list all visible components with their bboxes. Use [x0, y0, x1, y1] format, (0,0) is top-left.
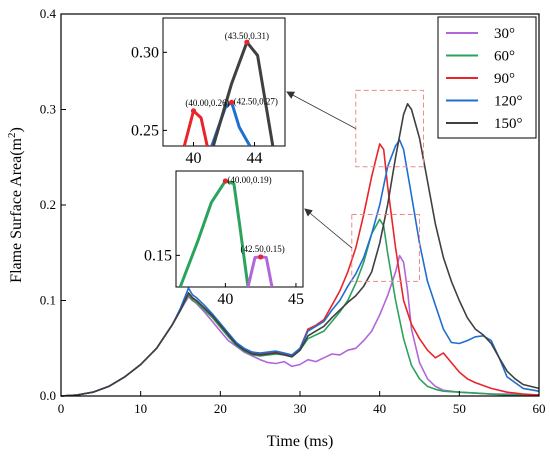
y-tick-label: 0.0 — [40, 388, 56, 403]
y-axis-title-unit-exponent: 2 — [6, 133, 18, 139]
legend-label-60: 60° — [494, 49, 515, 65]
peak-marker — [190, 108, 197, 114]
x-tick-label: 10 — [134, 401, 147, 416]
inset-x-tick-label: 40 — [217, 291, 233, 308]
x-tick-label: 50 — [453, 401, 466, 416]
inset-x-tick-label: 40 — [186, 150, 202, 167]
zoom-arrows — [286, 91, 356, 249]
zoom-arrow — [286, 91, 356, 129]
inset-top-zoom: 40 44 0.25 0.30 (43.50,0.31) (40.00,0.26) (42.… — [131, 17, 286, 167]
peak-annotation: (40.00,0.26) — [185, 98, 229, 108]
x-tick-label: 40 — [373, 401, 386, 416]
y-axis-title-close: ) — [8, 127, 25, 132]
x-tick-label: 0 — [58, 401, 65, 416]
series-line-150 — [60, 103, 540, 397]
y-axis-title: Flame Surface Area(m2) — [6, 127, 25, 283]
inset-series-line-90 — [182, 109, 209, 146]
peak-marker — [222, 178, 228, 184]
y-tick-label: 0.1 — [40, 293, 56, 308]
inset-mid-zoom: 40 45 0.15 (40.00,0.19) (42.50,0.15) — [144, 170, 304, 308]
plot-lines — [60, 103, 540, 397]
series-line-120 — [60, 139, 540, 397]
legend: 30° 60° 90° 120° 150° — [437, 16, 537, 139]
legend-label-120: 120° — [494, 94, 523, 110]
y-tick-label: 0.3 — [40, 102, 56, 117]
inset-y-tick-label: 0.30 — [131, 44, 159, 61]
x-axis-ticks: 0 10 20 30 40 50 60 — [58, 391, 546, 416]
inset-y-tick-label: 0.15 — [144, 247, 172, 264]
x-tick-label: 20 — [214, 401, 227, 416]
inset-x-tick-label: 44 — [247, 150, 263, 167]
x-tick-label: 30 — [294, 401, 307, 416]
inset-y-tick-label: 0.25 — [131, 122, 159, 139]
peak-annotation: (42.50,0.15) — [241, 244, 285, 254]
x-axis-title: Time (ms) — [267, 433, 334, 450]
peak-marker — [244, 39, 250, 45]
zoom-arrow — [304, 208, 353, 249]
y-tick-label: 0.4 — [40, 6, 57, 21]
peak-annotation: (43.50,0.31) — [225, 31, 269, 41]
y-axis-ticks: 0.0 0.1 0.2 0.3 0.4 — [40, 6, 66, 403]
peak-marker — [229, 99, 235, 105]
y-axis-title-main: Flame Surface Area(m — [8, 137, 25, 282]
y-tick-label: 0.2 — [40, 197, 56, 212]
x-tick-label: 60 — [533, 401, 546, 416]
legend-label-150: 150° — [494, 116, 523, 132]
inset-x-tick-label: 45 — [288, 291, 304, 308]
legend-label-90: 90° — [494, 71, 515, 87]
peak-marker — [258, 254, 264, 260]
inset-frame — [162, 17, 286, 147]
peak-annotation: (42.50,0.27) — [234, 96, 278, 106]
peak-annotation: (40.00,0.19) — [227, 175, 271, 185]
legend-label-30: 30° — [494, 26, 515, 42]
